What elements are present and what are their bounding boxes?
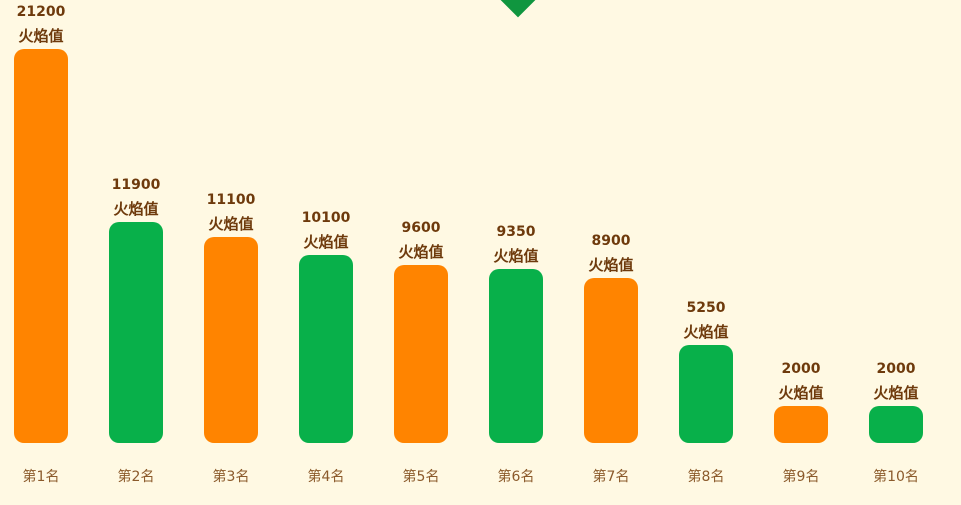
category-label: 第6名 (497, 469, 535, 485)
chart-bar (299, 255, 353, 443)
chart-bar (109, 222, 163, 443)
bar-unit-label: 火焰值 (588, 256, 634, 274)
category-label: 第3名 (212, 469, 250, 485)
category-label: 第10名 (873, 469, 919, 485)
bar-unit-label: 火焰值 (18, 27, 64, 45)
chart-bar (774, 406, 828, 443)
bar-value-label: 11100 (206, 192, 256, 208)
bar-unit-label: 火焰值 (683, 323, 729, 341)
bar-unit-label: 火焰值 (398, 243, 444, 261)
bar-value-label: 11900 (111, 177, 161, 193)
bar-unit-label: 火焰值 (778, 384, 824, 402)
chart-bar (679, 345, 733, 443)
category-label: 第5名 (402, 469, 440, 485)
bar-unit-label: 火焰值 (113, 200, 159, 218)
category-label: 第7名 (592, 469, 630, 485)
bar-value-label: 9350 (496, 224, 536, 240)
category-label: 第8名 (687, 469, 725, 485)
chart-bar (584, 278, 638, 443)
bar-value-label: 9600 (401, 220, 441, 236)
bar-unit-label: 火焰值 (208, 215, 254, 233)
bar-value-label: 21200 (16, 4, 66, 20)
category-label: 第4名 (307, 469, 345, 485)
chart-bar (489, 269, 543, 443)
chart-bar (204, 237, 258, 443)
bar-unit-label: 火焰值 (303, 233, 349, 251)
bar-value-label: 2000 (781, 361, 821, 377)
bar-value-label: 10100 (301, 210, 351, 226)
chart-bar (394, 265, 448, 443)
bar-value-label: 8900 (591, 233, 631, 249)
bar-value-label: 5250 (686, 300, 726, 316)
chart-bar (14, 49, 68, 443)
category-label: 第9名 (782, 469, 820, 485)
bar-unit-label: 火焰值 (873, 384, 919, 402)
chart-bar (869, 406, 923, 443)
category-label: 第2名 (117, 469, 155, 485)
bar-unit-label: 火焰值 (493, 247, 539, 265)
category-label: 第1名 (22, 469, 60, 485)
bar-value-label: 2000 (876, 361, 916, 377)
